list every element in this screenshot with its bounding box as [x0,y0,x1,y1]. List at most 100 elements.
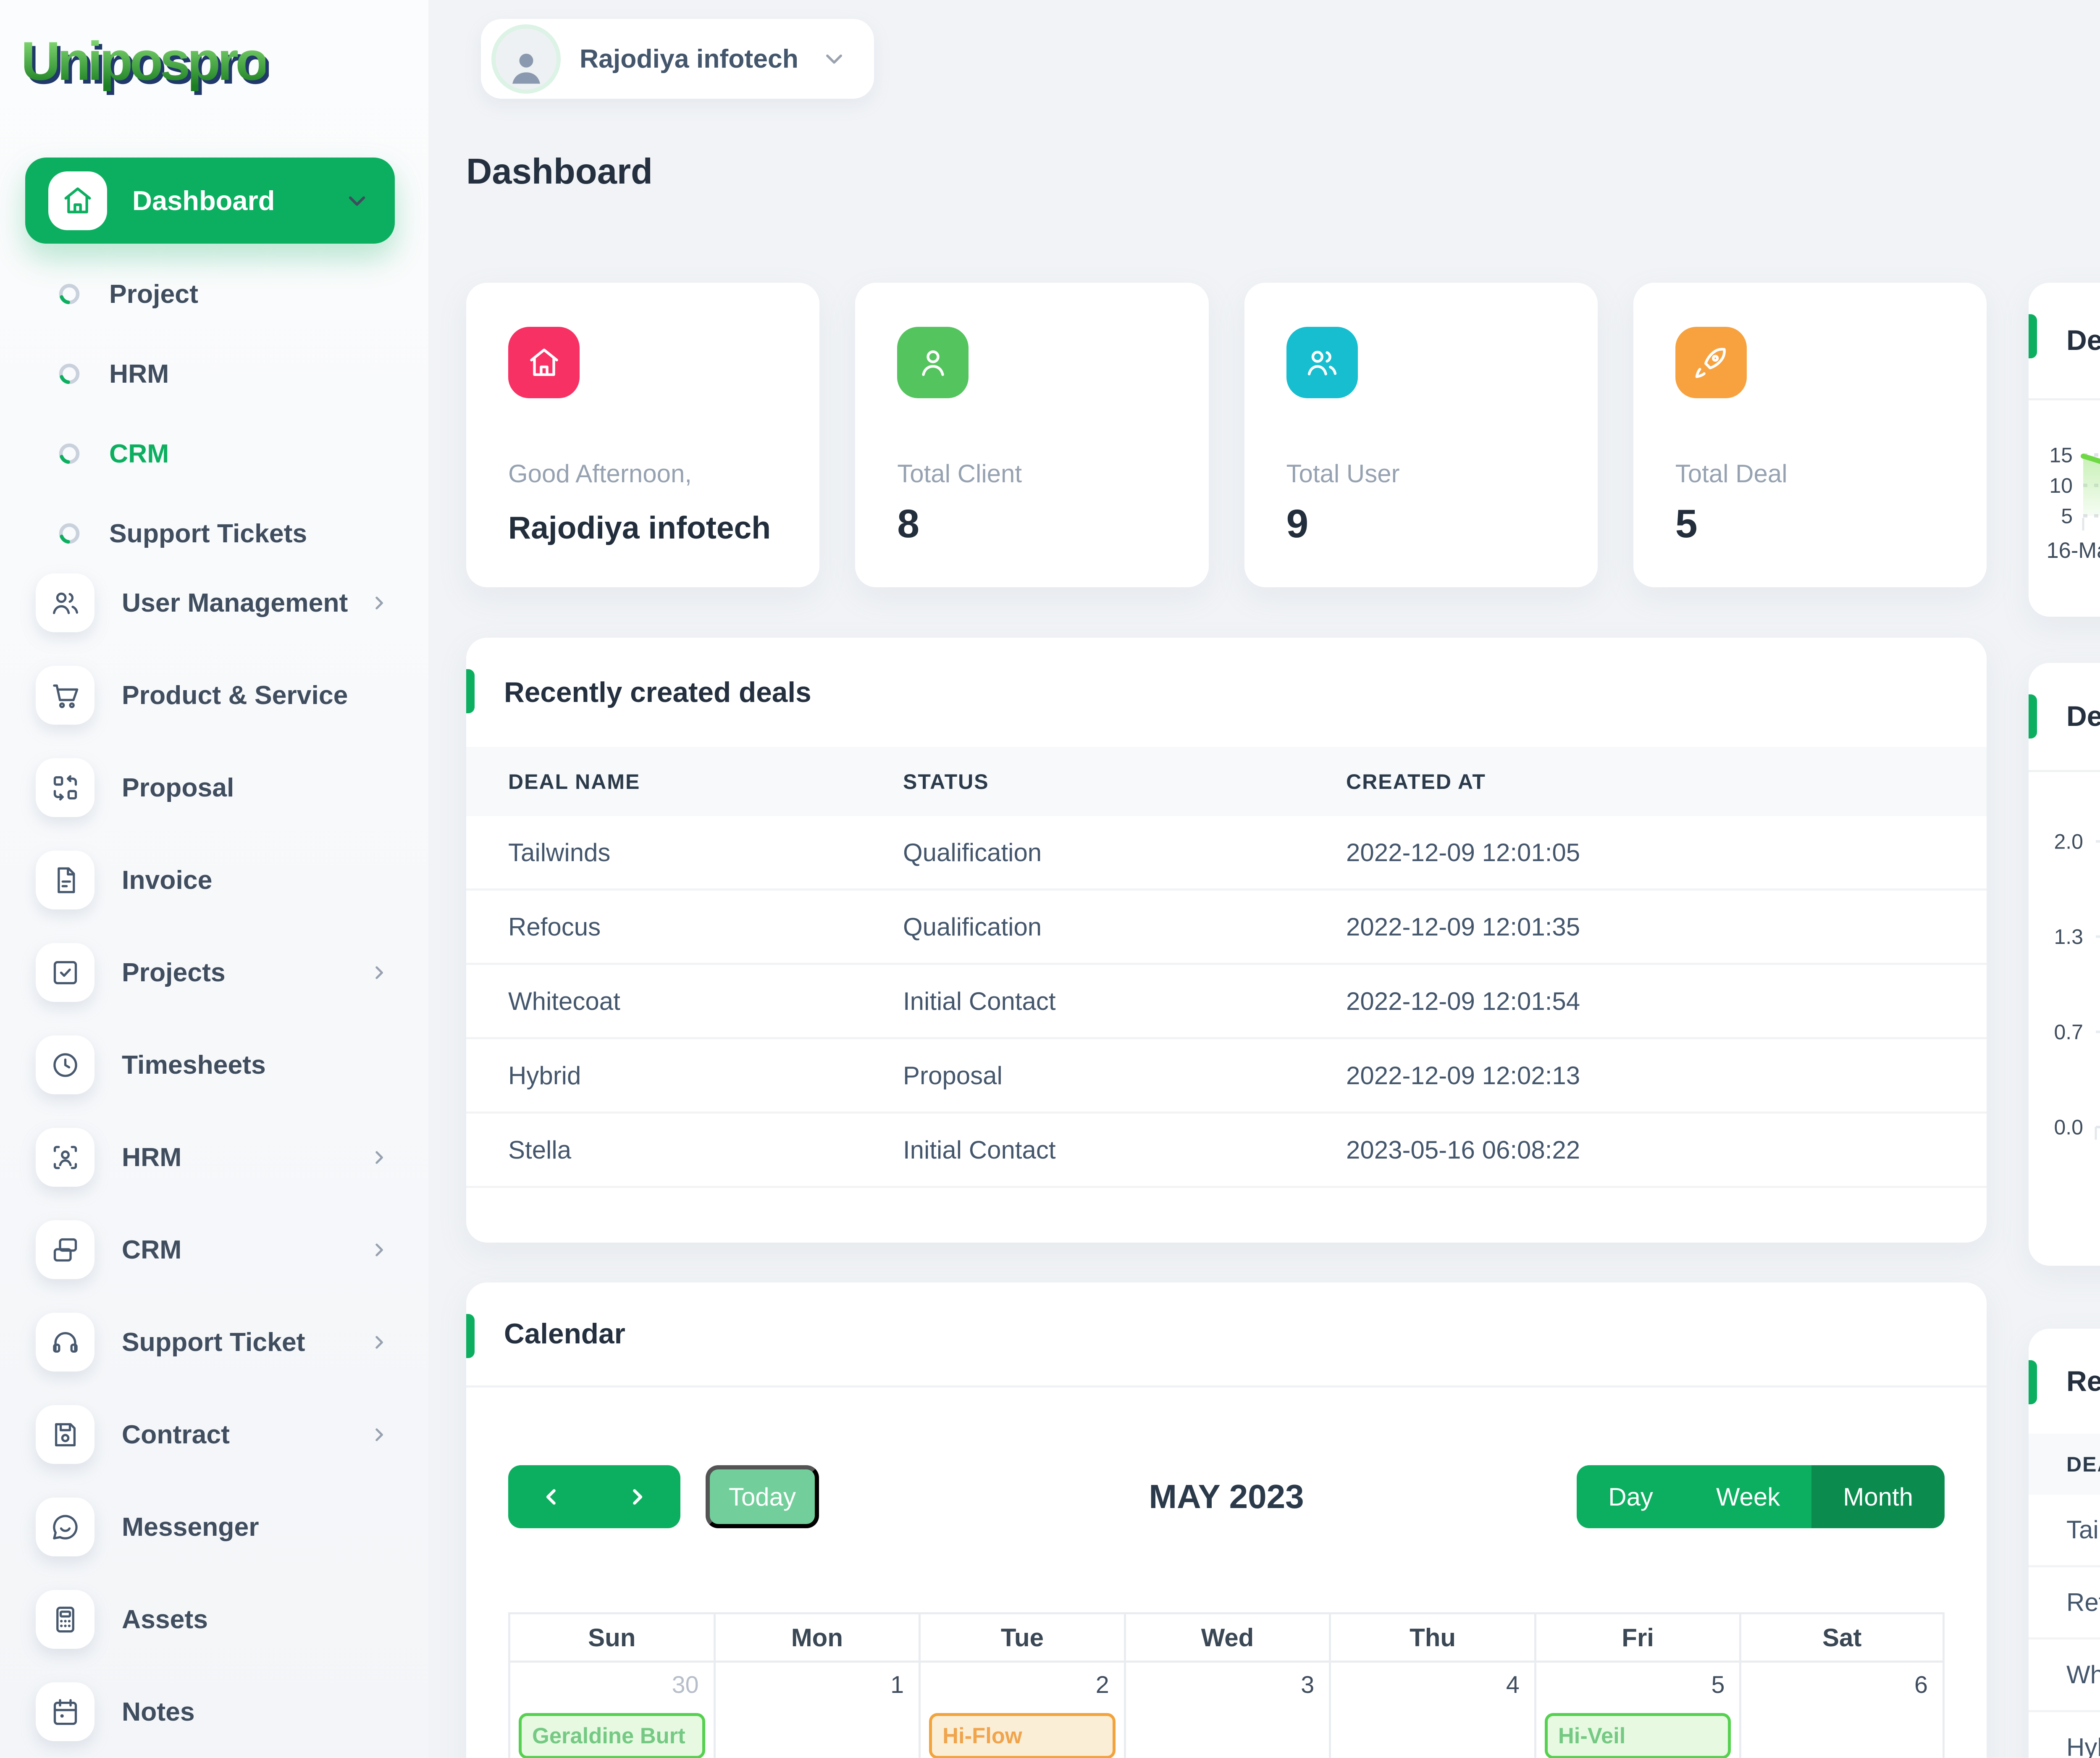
table-cell: Hybrid [508,1061,581,1090]
calendar-view-day[interactable]: Day [1577,1465,1685,1528]
accent-bar [466,669,475,713]
column-header: CREATED AT [1346,770,1486,794]
svg-text:0.0: 0.0 [2054,1116,2083,1139]
table-row: Hybrid Proposal 2022-12-09 12:02:13 [466,1039,1987,1114]
chevron-right-icon [368,961,391,984]
calendar-icon [36,1682,94,1741]
calendar-day-header: Thu [1329,1612,1534,1663]
company-name: Rajodiya infotech [580,44,798,74]
sidebar-item-support-ticket[interactable]: Support Ticket [0,1296,428,1388]
sidebar-item-projects[interactable]: Projects [0,926,428,1019]
sidebar-item-hrm[interactable]: HRM [0,1111,428,1204]
day-number: 3 [1301,1671,1315,1698]
sidebar-menu: User Management Product & Service Proposal… [0,557,428,1758]
progress-circle-icon [57,361,82,386]
sidebar-item-invoice[interactable]: Invoice [0,834,428,926]
day-number: 1 [890,1671,904,1698]
chevron-right-icon [368,1146,391,1169]
table-row: Whitecoat Initial Contact 2022-12-09 12:01… [466,965,1987,1039]
cart-icon [36,666,94,725]
calendar-event[interactable]: Hi-Flow [929,1713,1116,1758]
calendar-month-title: MAY 2023 [1149,1478,1304,1515]
sidebar-item-contract[interactable]: Contract [0,1388,428,1481]
sidebar-subitem-crm[interactable]: CRM [0,414,428,494]
deal-calls-by-day-card: Deal calls by day 5101516-May15-May14-Ma… [2029,283,2100,617]
day-number: 6 [1914,1671,1928,1698]
accent-bar [2029,694,2037,738]
dashboard-submenu: Project HRM CRM Support Tickets [0,254,428,573]
company-selector[interactable]: Rajodiya infotech [481,19,874,99]
home-icon [508,327,580,398]
calendar-day-cell[interactable]: 30 Geraldine Burt [508,1663,714,1758]
calendar-view-week[interactable]: Week [1684,1465,1812,1528]
brand-logo: Unipospro [21,30,269,92]
chevron-right-icon [368,591,391,615]
calendar-prev-button[interactable] [508,1465,594,1528]
calendar-day-cell[interactable]: 4 [1329,1663,1534,1758]
sidebar-item-timesheets[interactable]: Timesheets [0,1019,428,1111]
sidebar-item-messenger[interactable]: Messenger [0,1481,428,1573]
page-title: Dashboard [466,152,653,192]
accent-bar [2029,1360,2037,1404]
sidebar-item-proposal[interactable]: Proposal [0,741,428,834]
table-cell: Whitecoat [2066,1661,2100,1689]
calendar-day-cell[interactable]: 2 Hi-Flow [919,1663,1124,1758]
sidebar-item-dashboard[interactable]: Dashboard [25,158,395,244]
sidebar-subitem-hrm[interactable]: HRM [0,334,428,414]
floppy-icon [36,1405,94,1464]
calendar-day-cell[interactable]: 5 Hi-Veil [1534,1663,1740,1758]
table-cell: 2022-12-09 12:02:13 [1346,1061,1580,1090]
table-row: Refocus Qualification 2022-12-09 12:01:35 [466,891,1987,965]
table-cell: Qualification [903,912,1042,941]
sidebar-item-crm[interactable]: CRM [0,1204,428,1296]
calendar-day-header: Sat [1739,1612,1945,1663]
sidebar-item-user-management[interactable]: User Management [0,557,428,649]
table-cell: Initial Contact [903,1135,1056,1164]
calendar-event[interactable]: Hi-Veil [1544,1713,1731,1758]
swap-icon [36,758,94,817]
table-cell: Refocus [2066,1588,2100,1616]
calendar-view-month[interactable]: Month [1811,1465,1945,1528]
chevron-right-icon [368,1423,391,1446]
table-cell: Initial Contact [903,987,1056,1015]
calendar-toolbar: Today MAY 2023 Day Week Month [508,1465,1945,1528]
sidebar-subitem-support-tickets[interactable]: Support Tickets [0,494,428,573]
sidebar-subitem-project[interactable]: Project [0,254,428,334]
day-number: 5 [1711,1671,1725,1698]
svg-text:1.3: 1.3 [2054,925,2083,949]
deal-calls-area-chart: 5101516-May15-May14-May13-May12-May11-Ma… [2046,444,2100,563]
card-title: Recently modified deals [2066,1365,2100,1397]
calendar-event[interactable]: Geraldine Burt [519,1713,705,1758]
day-number: 2 [1095,1671,1109,1698]
stat-card-total-deal: Total Deal 5 [1633,283,1987,587]
calendar-today-button[interactable]: Today [706,1465,819,1528]
file-icon [36,851,94,909]
table-row: RefocusQualification2023-05-16 06:11:09 [2029,1567,2100,1640]
main-area: Rajodiya infotech 0 EN Dashboard [428,0,2100,1758]
calendar-day-header: Wed [1124,1612,1329,1663]
table-cell: Proposal [903,1061,1003,1090]
table-header: DEAL NAMESTATUSUPDATED AT [2029,1434,2100,1495]
chevron-right-icon [368,1331,391,1354]
calendar-day-cell[interactable]: 6 [1739,1663,1945,1758]
calendar-next-button[interactable] [594,1465,680,1528]
chevron-down-icon [819,44,849,74]
home-icon [48,171,107,230]
calendar-day-cell[interactable]: 3 [1124,1663,1329,1758]
calendar-view-switch: Day Week Month [1577,1465,1945,1528]
greeting-company: Rajodiya infotech [508,510,771,545]
cards-icon [36,1220,94,1279]
chevron-down-icon [342,186,372,215]
greeting-card: Good Afternoon, Rajodiya infotech [466,283,820,587]
sidebar-item-product-service[interactable]: Product & Service [0,649,428,741]
column-header: DEAL NAME [2066,1452,2100,1476]
sidebar-item-notes[interactable]: Notes [0,1666,428,1758]
table-cell: 2022-12-09 12:01:05 [1346,838,1580,867]
sidebar-item-label: Dashboard [132,185,275,216]
recently-modified-deals-card: Recently modified deals DEAL NAMESTATUSU… [2029,1329,2100,1758]
calendar-day-cell[interactable]: 1 [713,1663,919,1758]
sidebar-item-assets[interactable]: Assets [0,1573,428,1666]
calendar-day-header: Mon [713,1612,919,1663]
table-cell: 2022-12-09 12:01:35 [1346,912,1580,941]
